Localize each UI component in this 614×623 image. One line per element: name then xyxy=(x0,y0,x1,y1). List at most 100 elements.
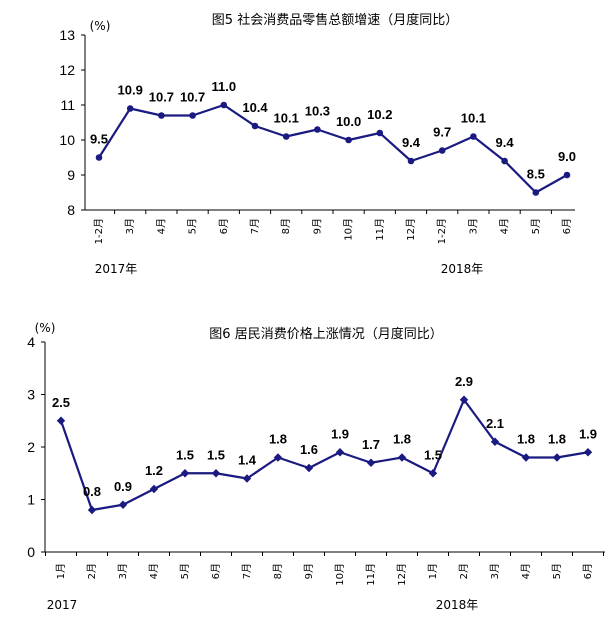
data-point xyxy=(438,147,446,154)
y-tick-label: 12 xyxy=(59,62,75,78)
data-label: 9.0 xyxy=(558,149,576,164)
data-point xyxy=(501,157,508,165)
data-label: 10.9 xyxy=(118,83,143,98)
data-point xyxy=(282,133,290,140)
data-point xyxy=(366,458,376,467)
data-point xyxy=(242,474,252,483)
chart-1: 图5 社会消费品零售总额增速（月度同比） (%) 8 9 10 11 12 13 1-2月 3月 4… xyxy=(59,12,576,276)
y-tick-label: 8 xyxy=(67,202,75,218)
data-point xyxy=(251,122,259,130)
data-point xyxy=(87,505,97,515)
x-tick-label: 9月 xyxy=(303,563,315,579)
year-label: 2018年 xyxy=(436,598,479,612)
data-point xyxy=(211,469,221,478)
data-label: 1.5 xyxy=(176,447,194,462)
data-label: 1.8 xyxy=(548,432,566,447)
x-tick-label: 3月 xyxy=(117,563,129,579)
data-point xyxy=(428,469,438,478)
data-point xyxy=(220,101,228,109)
data-point xyxy=(314,126,321,133)
x-tick-label: 5月 xyxy=(187,218,199,234)
x-tick-label: 6月 xyxy=(561,218,573,234)
data-point xyxy=(304,463,314,473)
chart-title: 图6 居民消费价格上涨情况（月度同比） xyxy=(209,326,442,342)
chart-title: 图5 社会消费品零售总额增速（月度同比） xyxy=(212,12,458,28)
data-label: 10.2 xyxy=(367,107,392,122)
x-tick-label: 5月 xyxy=(530,218,542,234)
data-label: 10.3 xyxy=(305,104,330,119)
x-tick-label: 3月 xyxy=(489,563,501,579)
x-tick-label: 6月 xyxy=(218,218,230,234)
data-label: 1.8 xyxy=(269,432,287,447)
x-tick-label: 6月 xyxy=(582,563,594,579)
x-tick-label: 2月 xyxy=(458,563,470,579)
y-tick-label: 3 xyxy=(27,387,35,403)
data-point xyxy=(56,416,66,425)
x-tick-label: 11月 xyxy=(374,218,386,241)
data-label: 1.5 xyxy=(207,447,225,462)
data-label: 10.7 xyxy=(149,90,174,105)
x-tick-label: 8月 xyxy=(272,563,284,579)
data-label: 10.0 xyxy=(336,114,361,129)
x-tick-label: 12月 xyxy=(396,563,408,586)
data-point xyxy=(407,157,415,165)
series-line xyxy=(59,398,589,512)
data-label: 1.7 xyxy=(362,437,380,452)
data-point xyxy=(563,171,571,179)
data-label: 8.5 xyxy=(527,167,545,182)
x-tick-label: 1-2月 xyxy=(93,218,105,244)
y-axis-unit: (%) xyxy=(90,19,111,33)
x-tick-label: 4月 xyxy=(148,563,160,579)
data-point xyxy=(273,453,283,462)
data-label: 9.7 xyxy=(433,125,451,140)
y-tick-label: 0 xyxy=(27,544,35,560)
x-tick-label: 9月 xyxy=(311,218,323,234)
data-point xyxy=(376,129,384,137)
year-label: 2018年 xyxy=(441,262,484,276)
x-tick-label: 4月 xyxy=(499,218,511,234)
data-label: 1.4 xyxy=(238,453,257,468)
x-tick-label: 1月 xyxy=(427,563,439,579)
data-label: 10.4 xyxy=(242,100,268,115)
data-point xyxy=(521,453,531,462)
data-label: 2.5 xyxy=(52,395,70,410)
data-point xyxy=(532,189,540,196)
x-tick-label: 7月 xyxy=(249,218,261,234)
data-point xyxy=(95,154,103,161)
data-label: 0.8 xyxy=(83,484,101,499)
data-label: 2.1 xyxy=(486,416,504,431)
data-point xyxy=(180,469,190,478)
y-tick-label: 4 xyxy=(27,334,35,350)
data-label: 1.6 xyxy=(300,442,318,457)
data-point xyxy=(149,484,159,494)
y-tick-label: 1 xyxy=(27,492,35,508)
y-tick-label: 10 xyxy=(59,132,75,148)
data-point xyxy=(397,453,407,462)
x-tick-label: 7月 xyxy=(241,563,253,579)
data-point xyxy=(552,453,562,462)
x-tick-label: 8月 xyxy=(280,218,292,234)
y-tick-label: 11 xyxy=(60,97,75,113)
data-label: 1.9 xyxy=(331,426,349,441)
x-tick-label: 5月 xyxy=(551,563,563,579)
data-point xyxy=(126,105,134,112)
data-label: 10.1 xyxy=(461,111,486,126)
x-tick-label: 4月 xyxy=(155,218,167,234)
data-label: 1.8 xyxy=(393,432,411,447)
data-label: 9.4 xyxy=(402,135,421,150)
data-point xyxy=(470,133,477,140)
x-tick-label: 2月 xyxy=(86,563,98,579)
data-label: 1.5 xyxy=(424,447,442,462)
y-tick-label: 9 xyxy=(67,167,75,183)
data-point xyxy=(490,437,500,446)
data-point xyxy=(189,112,196,119)
series-line xyxy=(98,103,568,194)
chart-2: 图6 居民消费价格上涨情况（月度同比） (%) 0 1 2 3 4 1月 2月 3月 4月 5月 6月 7… xyxy=(27,321,605,612)
data-label: 2.9 xyxy=(455,374,473,389)
data-point xyxy=(158,112,165,119)
data-label: 9.4 xyxy=(496,135,515,150)
x-tick-label: 3月 xyxy=(124,218,136,234)
y-tick-label: 13 xyxy=(59,27,75,43)
y-tick-label: 2 xyxy=(27,439,35,455)
